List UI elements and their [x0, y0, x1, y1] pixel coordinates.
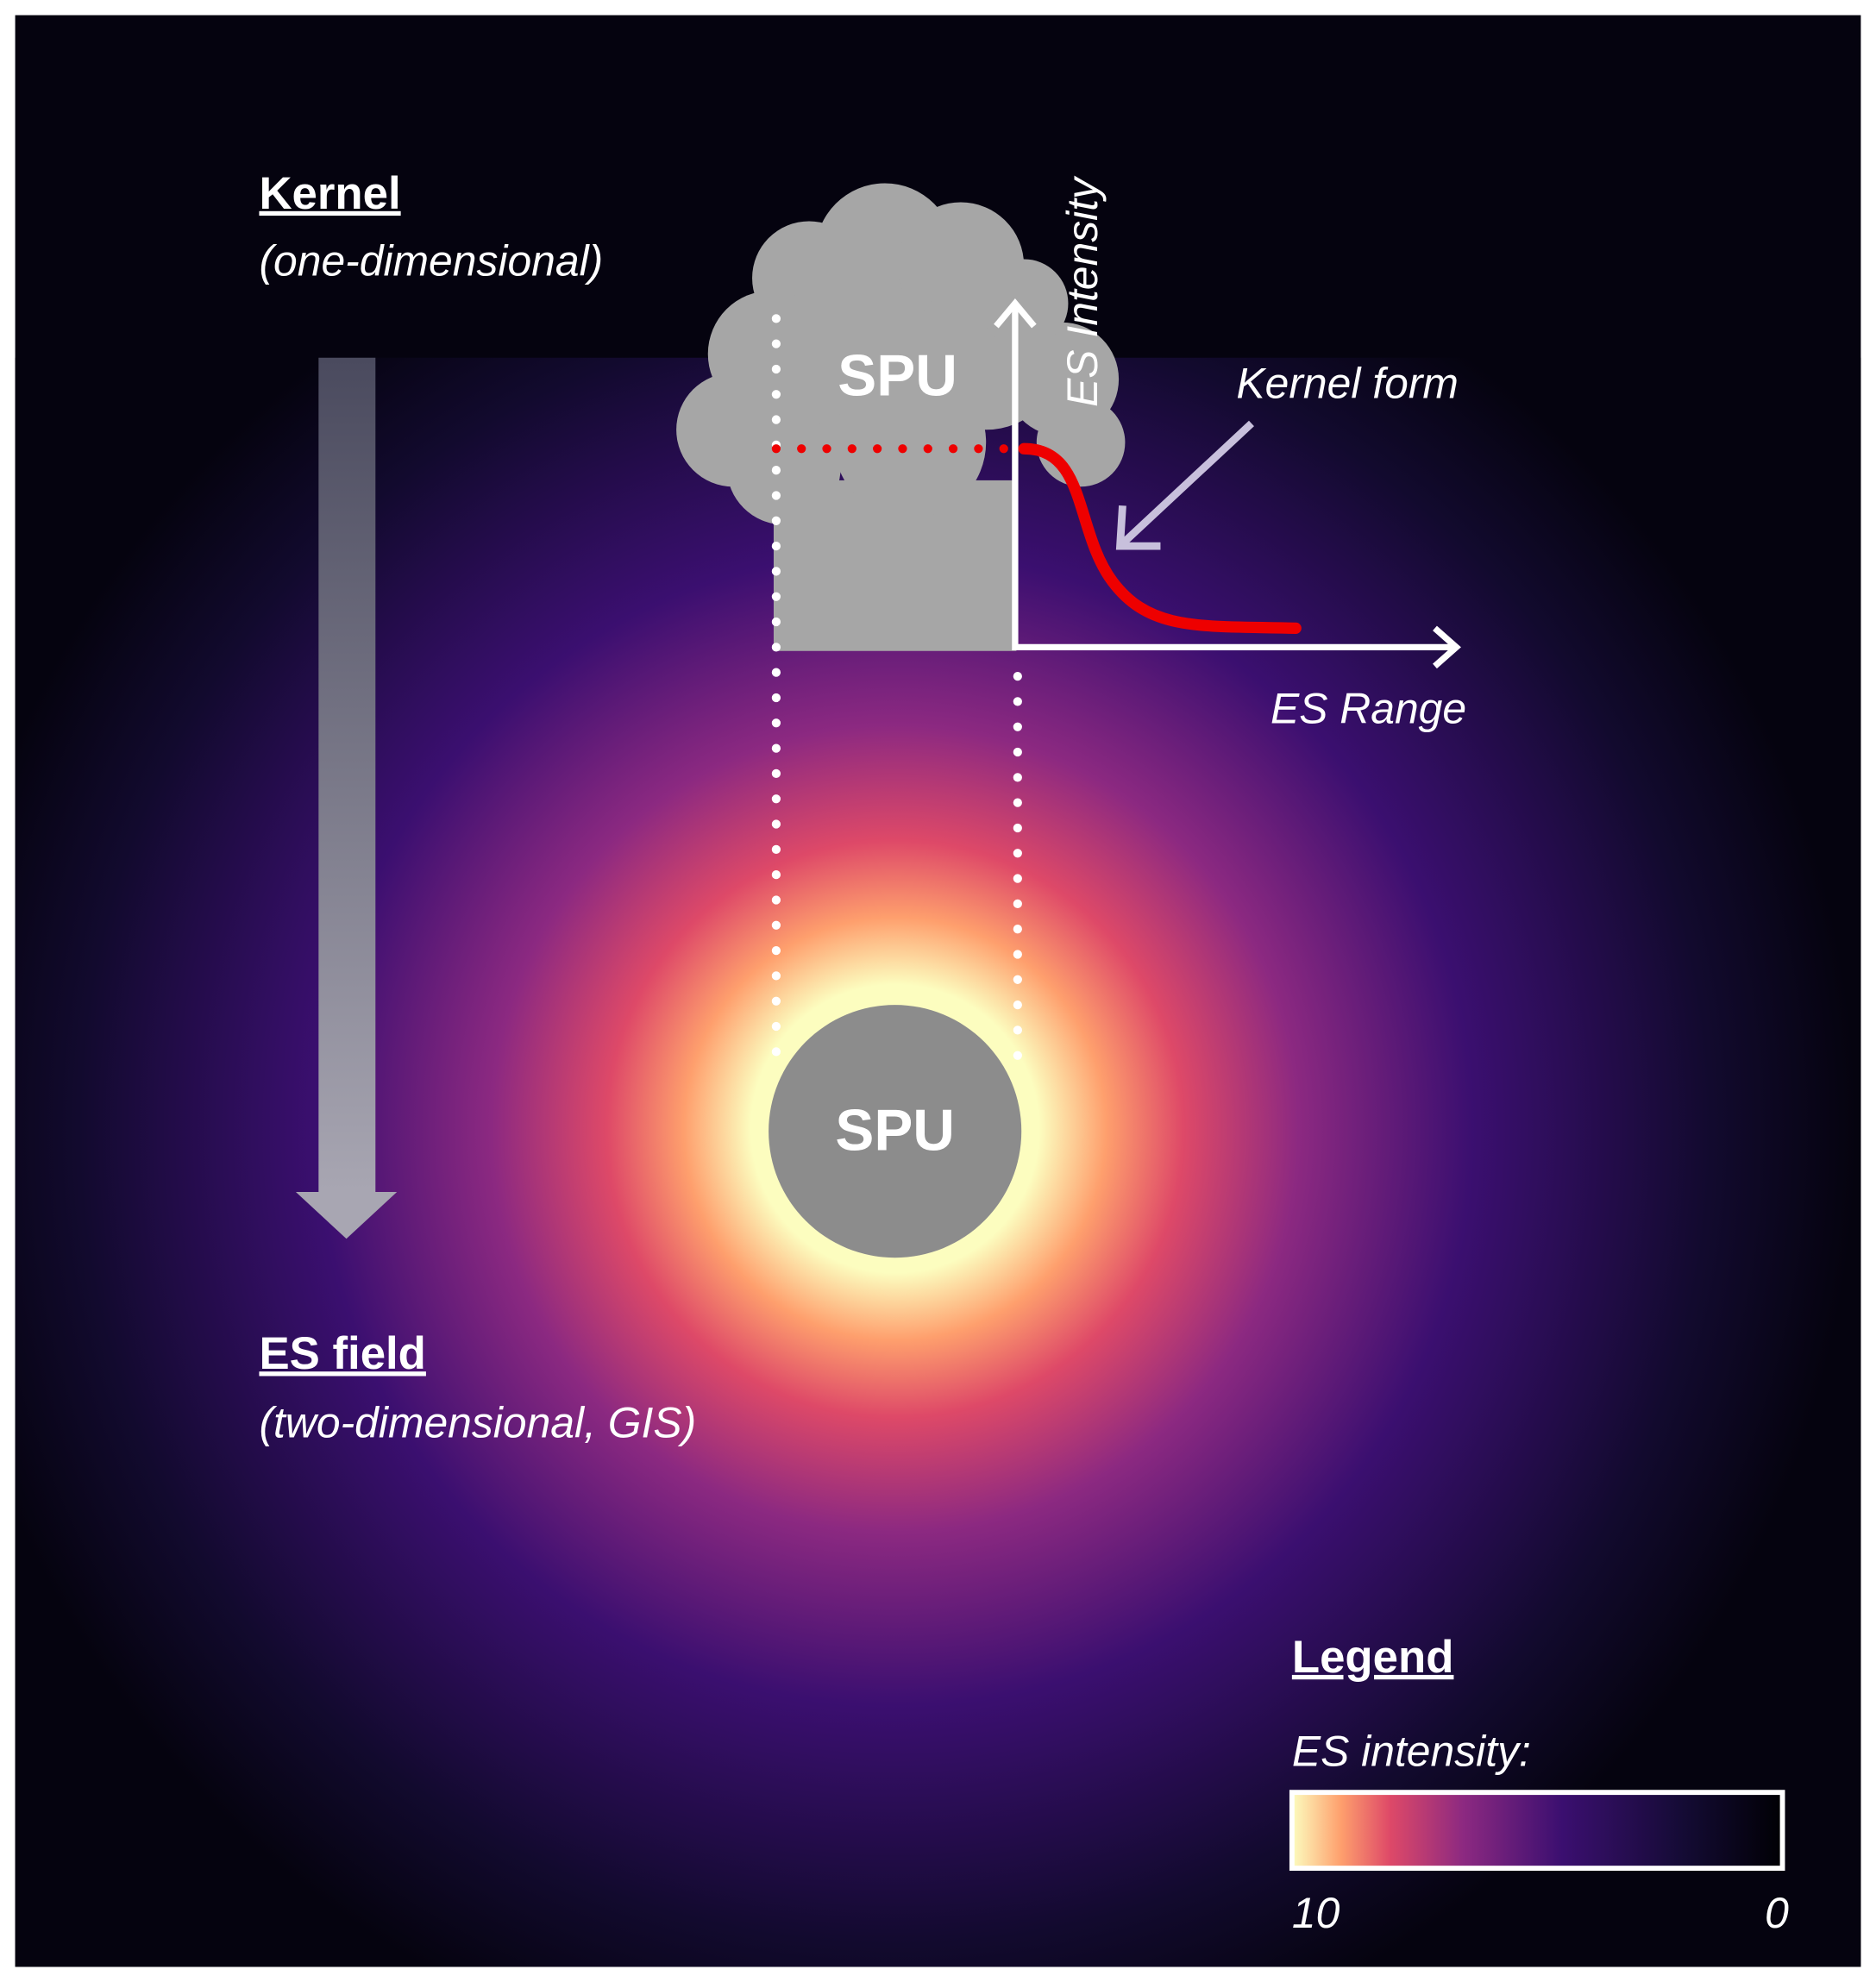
y-axis-label: ES Intensity	[1058, 175, 1107, 407]
kernel-form-arrow	[1115, 420, 1254, 550]
x-axis-label: ES Range	[1271, 684, 1466, 732]
kernel-subtitle: (one-dimensional)	[259, 236, 603, 285]
spu-circle	[769, 1005, 1022, 1258]
legend-max: 10	[1292, 1889, 1340, 1937]
kernel-title: Kernel	[259, 168, 400, 219]
kernel-form-label: Kernel form	[1236, 360, 1459, 408]
legend-title: Legend	[1292, 1632, 1454, 1683]
spu-label-tree: SPU	[838, 344, 957, 409]
spu-label-circle: SPU	[835, 1099, 955, 1163]
legend-subtitle: ES intensity:	[1292, 1727, 1531, 1775]
kernel-curve	[1018, 442, 1302, 634]
down-arrow-shaft	[318, 357, 376, 1193]
legend-min: 0	[1765, 1889, 1789, 1937]
field-title: ES field	[259, 1328, 425, 1379]
kernel-axes	[994, 298, 1461, 669]
legend-colorbar	[1289, 1790, 1785, 1872]
field-subtitle: (two-dimensional, GIS)	[259, 1398, 696, 1446]
down-arrow-head	[295, 1192, 398, 1239]
